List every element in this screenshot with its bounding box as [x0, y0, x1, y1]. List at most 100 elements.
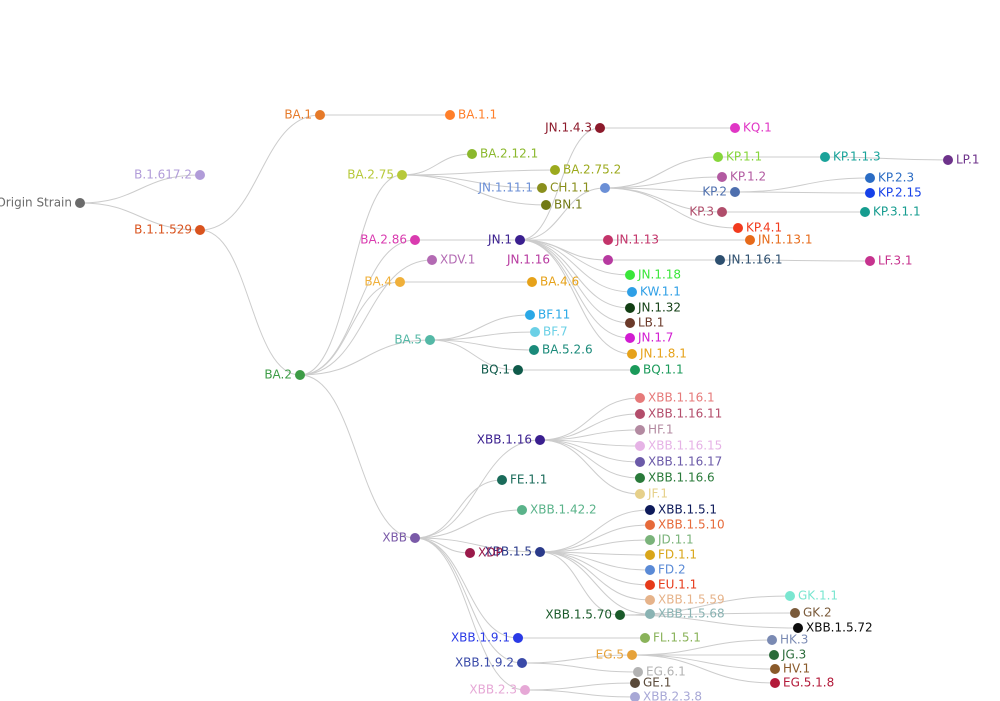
node-kp215 [865, 188, 875, 198]
label-jn181: JN.1.8.1 [639, 347, 687, 361]
label-gk2: GK.2 [803, 606, 832, 620]
edge [300, 282, 400, 375]
node-xbb238 [630, 692, 640, 701]
node-kp12 [717, 172, 727, 182]
node-jd11 [645, 535, 655, 545]
node-ba11 [445, 110, 455, 120]
node-gk2 [790, 608, 800, 618]
label-jn118: JN.1.18 [637, 268, 681, 282]
node-jf1 [635, 489, 645, 499]
node-xbb [410, 533, 420, 543]
label-hf1: HF.1 [648, 423, 673, 437]
node-kp2 [730, 187, 740, 197]
node-jn116 [603, 255, 613, 265]
node-ba2121 [467, 149, 477, 159]
node-xdp [465, 548, 475, 558]
label-xbb11617: XBB.1.16.17 [648, 455, 722, 469]
label-kq1: KQ.1 [743, 121, 772, 135]
label-xbb116: XBB.1.16 [477, 433, 532, 447]
edge [540, 440, 640, 494]
label-kp23: KP.2.3 [878, 171, 914, 185]
label-kp113: KP.1.1.3 [833, 150, 881, 164]
node-ba286 [410, 235, 420, 245]
label-xbb11611: XBB.1.16.11 [648, 407, 722, 421]
node-jn118 [625, 270, 635, 280]
node-jn1131 [745, 235, 755, 245]
node-bq11 [630, 365, 640, 375]
node-fd11 [645, 550, 655, 560]
label-xbb238: XBB.2.3.8 [643, 690, 702, 701]
node-xbb1570 [615, 610, 625, 620]
node-bf7 [530, 327, 540, 337]
edge [540, 398, 640, 440]
label-origin: Origin Strain [0, 196, 72, 210]
node-hv1 [770, 664, 780, 674]
label-eu11: EU.1.1 [658, 578, 697, 592]
edge [415, 440, 540, 538]
label-bf7: BF.7 [543, 325, 568, 339]
node-eg5 [627, 650, 637, 660]
node-jn1 [515, 235, 525, 245]
node-eg518 [770, 678, 780, 688]
edge [200, 230, 300, 375]
label-kp11: KP.1.1 [726, 150, 762, 164]
node-kq1 [730, 123, 740, 133]
edge [300, 375, 415, 538]
label-lp1: LP.1 [956, 153, 980, 167]
node-ba275 [397, 170, 407, 180]
label-xbb1422: XBB.1.42.2 [530, 503, 597, 517]
node-xbb11615 [635, 441, 645, 451]
label-xbb11615: XBB.1.16.15 [648, 439, 722, 453]
label-ba2752: BA.2.75.2 [563, 163, 621, 177]
node-bq1 [513, 365, 523, 375]
node-jn113 [603, 235, 613, 245]
label-ba5: BA.5 [394, 333, 422, 347]
node-origin [75, 198, 85, 208]
node-xdv1 [427, 255, 437, 265]
node-xbb1568 [645, 609, 655, 619]
node-xbb192 [517, 658, 527, 668]
node-b1617 [195, 170, 205, 180]
label-ch11: CH.1.1 [550, 181, 590, 195]
label-eg518: EG.5.1.8 [783, 676, 834, 690]
label-jf1: JF.1 [647, 487, 668, 501]
node-jn1161 [715, 255, 725, 265]
edge [200, 115, 320, 230]
edge [735, 192, 870, 193]
label-ba2121: BA.2.12.1 [480, 147, 538, 161]
node-jn111 [600, 183, 610, 193]
node-kp11 [713, 152, 723, 162]
node-xbb1166 [635, 473, 645, 483]
node-b11529 [195, 225, 205, 235]
label-jn143: JN.1.4.3 [544, 121, 592, 135]
label-gk11: GK.1.1 [798, 589, 838, 603]
label-kp311: KP.3.1.1 [873, 205, 921, 219]
label-ba46: BA.4.6 [540, 275, 579, 289]
node-ba46 [527, 277, 537, 287]
node-kp311 [860, 207, 870, 217]
label-b11529: B.1.1.529 [134, 223, 192, 237]
node-ba1 [315, 110, 325, 120]
node-xbb23 [520, 685, 530, 695]
label-fd11: FD.1.1 [658, 548, 697, 562]
label-bn1: BN.1 [554, 198, 583, 212]
label-kp2: KP.2 [702, 185, 727, 199]
label-jn17: JN.1.7 [637, 331, 673, 345]
node-xbb11611 [635, 409, 645, 419]
node-fd2 [645, 565, 655, 575]
label-ba275: BA.2.75 [347, 168, 394, 182]
label-kp12: KP.1.2 [730, 170, 766, 184]
node-lb1 [625, 318, 635, 328]
label-ba2: BA.2 [264, 368, 292, 382]
label-eg5: EG.5 [596, 648, 624, 662]
node-ch11 [537, 183, 547, 193]
label-jn132: JN.1.32 [637, 301, 681, 315]
label-lb1: LB.1 [638, 316, 664, 330]
label-fl151: FL.1.5.1 [653, 631, 701, 645]
label-lf31: LF.3.1 [878, 254, 913, 268]
label-xbb1568: XBB.1.5.68 [658, 607, 725, 621]
label-jn111: JN.1.11.1 [478, 181, 534, 195]
node-kp113 [820, 152, 830, 162]
label-xbb1510: XBB.1.5.10 [658, 518, 725, 532]
node-ba2 [295, 370, 305, 380]
